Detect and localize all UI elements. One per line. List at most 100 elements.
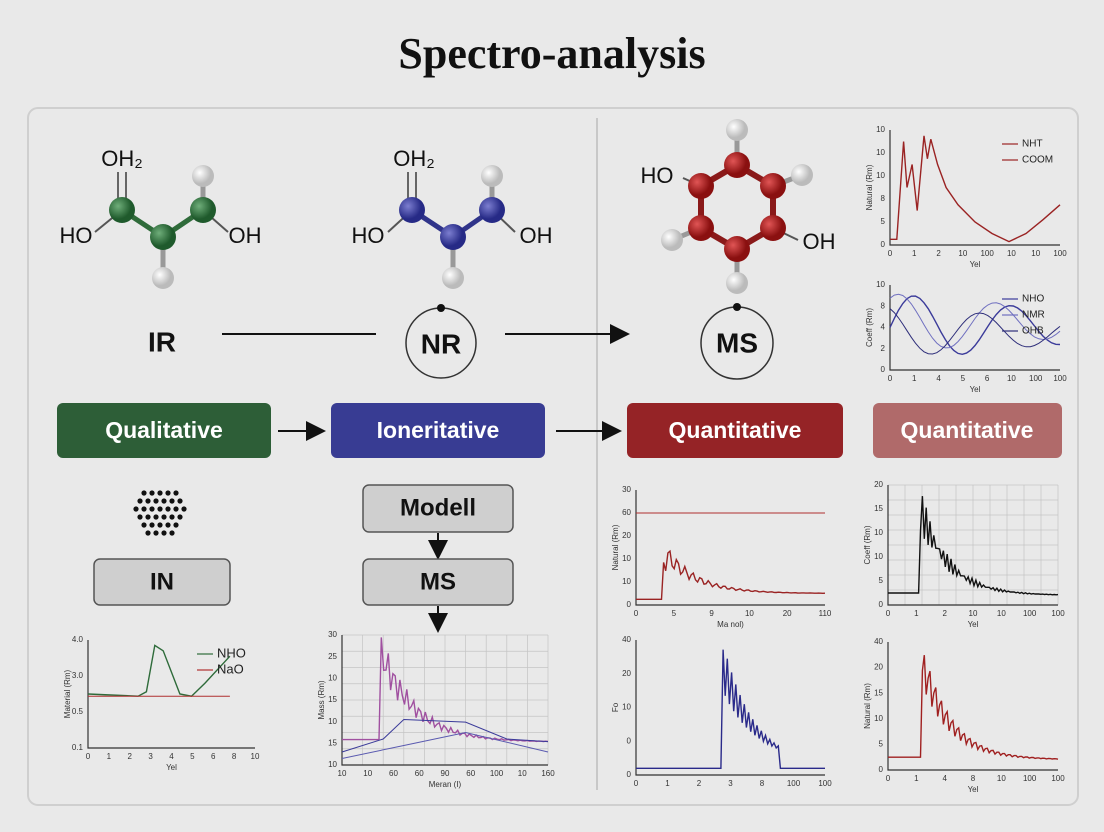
dot (149, 506, 155, 512)
y-tick-label: 25 (328, 652, 337, 661)
y-tick-label: 10 (874, 552, 883, 561)
legend-label: NHO (217, 645, 246, 660)
x-tick-label: 100 (980, 249, 994, 258)
x-tick-label: 3 (148, 752, 153, 761)
y-tick-label: 2 (881, 344, 886, 353)
legend-label: NaO (217, 661, 244, 676)
y-tick-label: 10 (328, 717, 337, 726)
legend-label: OHB (1022, 326, 1044, 337)
dot (173, 490, 179, 496)
axis (887, 642, 1058, 771)
x-tick-label: 110 (819, 609, 832, 618)
y-tick-label: 3.0 (72, 671, 84, 680)
axis (889, 130, 1060, 246)
x-tick-label: 5 (672, 609, 677, 618)
x-tick-label: 4 (942, 774, 947, 783)
x-axis-label: Yel (970, 260, 981, 269)
dot (733, 303, 741, 311)
atom-label: OH (803, 229, 836, 254)
dot (165, 490, 171, 496)
x-tick-label: 10 (997, 774, 1006, 783)
y-tick-label: 5 (879, 576, 884, 585)
x-tick-label: 0 (886, 774, 891, 783)
y-axis-label: Coeff (Rm) (863, 525, 872, 564)
x-tick-label: 10 (338, 769, 347, 778)
x-tick-label: 1 (912, 249, 917, 258)
dot (437, 304, 445, 312)
x-tick-label: 10 (969, 609, 978, 618)
x-tick-label: 10 (1031, 249, 1040, 258)
dot (177, 514, 183, 520)
dot (181, 506, 187, 512)
dot (141, 522, 147, 528)
x-axis-label: Meran (I) (429, 780, 462, 789)
dot-cluster (133, 490, 187, 536)
box (362, 484, 514, 533)
dot (165, 506, 171, 512)
y-tick-label: 0 (627, 736, 632, 745)
legend-label: NHT (1022, 139, 1043, 150)
dot (157, 522, 163, 528)
dot (161, 498, 167, 504)
dot (137, 514, 143, 520)
x-tick-label: 0 (888, 374, 893, 383)
x-axis-label: Yel (968, 620, 979, 629)
curve (888, 496, 1059, 596)
x-tick-label: 1 (914, 609, 919, 618)
technique-label: IR (148, 326, 176, 357)
axis (635, 640, 825, 776)
x-tick-label: 100 (490, 769, 504, 778)
curve (342, 637, 549, 743)
curve (889, 293, 1061, 349)
axis (87, 640, 255, 749)
axis (341, 635, 548, 766)
y-tick-label: 15 (328, 738, 337, 747)
x-tick-label: 10 (1007, 249, 1016, 258)
curve (889, 295, 1061, 356)
x-tick-label: 1 (914, 774, 919, 783)
y-tick-label: 10 (328, 760, 337, 769)
dot (153, 530, 159, 536)
atom-label: OH (520, 223, 553, 248)
curve (341, 718, 549, 753)
x-tick-label: 20 (783, 609, 792, 618)
curve (87, 644, 231, 697)
x-tick-label: 10 (958, 249, 967, 258)
curve (890, 135, 1061, 243)
atom-label: OH₂ (393, 146, 435, 171)
y-axis-label: Mass (Rm) (317, 680, 326, 719)
y-tick-label: 0 (627, 600, 632, 609)
x-tick-label: 4 (936, 374, 941, 383)
box-label: Modell (400, 494, 476, 521)
x-axis-label: Ma nol) (717, 620, 744, 629)
atom-label: HO (641, 163, 674, 188)
x-tick-label: 2 (942, 609, 947, 618)
molecule-blue (387, 165, 516, 289)
y-tick-label: 0 (881, 365, 886, 374)
x-tick-label: 10 (251, 752, 260, 761)
dot (173, 522, 179, 528)
x-tick-label: 10 (745, 609, 754, 618)
x-tick-label: 10 (518, 769, 527, 778)
stage-box (331, 403, 545, 458)
y-tick-label: 5 (879, 740, 884, 749)
y-axis-label: Natural (Rm) (611, 524, 620, 570)
dot (169, 530, 175, 536)
legend-label: NHO (1022, 294, 1044, 305)
y-tick-label: 30 (328, 630, 337, 639)
x-tick-label: 3 (728, 779, 733, 788)
y-tick-label: 40 (874, 637, 883, 646)
stage-label: Quantitative (669, 417, 802, 443)
legend-label: NMR (1022, 310, 1045, 321)
box (93, 558, 231, 606)
dot (141, 490, 147, 496)
x-tick-label: 8 (232, 752, 237, 761)
dot (177, 498, 183, 504)
x-tick-label: 6 (985, 374, 990, 383)
x-tick-label: 6 (211, 752, 216, 761)
x-tick-label: 60 (466, 769, 475, 778)
y-tick-label: 0 (881, 240, 886, 249)
curve (341, 731, 549, 759)
